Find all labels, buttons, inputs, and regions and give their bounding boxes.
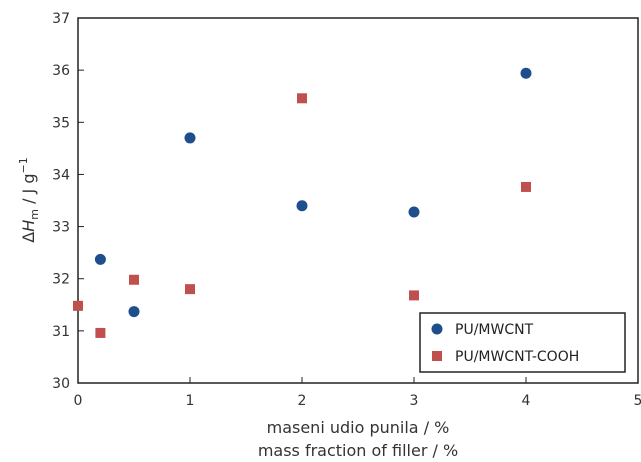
- data-point-pu-mwcnt-cooh: [95, 327, 106, 338]
- y-axis-label-var: H: [19, 220, 38, 232]
- y-axis-label: ΔHm / J g−1: [17, 157, 41, 242]
- y-tick-label: 35: [52, 115, 70, 131]
- data-point-pu-mwcnt-cooh: [185, 284, 195, 295]
- data-point-pu-mwcnt-cooh: [521, 181, 531, 192]
- data-points: [73, 67, 532, 338]
- x-tick-label: 5: [634, 393, 641, 409]
- y-axis-label-sub: m: [28, 209, 41, 220]
- plot-area: [77, 17, 639, 384]
- y-tick-label: 37: [52, 11, 70, 27]
- y-tick-label: 30: [52, 376, 70, 392]
- y-axis-ticks: 30 31 32 33 34 35 36 37: [52, 11, 84, 392]
- data-point-pu-mwcnt: [408, 206, 420, 218]
- legend: PU/MWCNT PU/MWCNT-COOH: [419, 312, 626, 373]
- data-point-pu-mwcnt-cooh: [129, 274, 139, 285]
- data-point-pu-mwcnt: [128, 306, 140, 318]
- x-tick-label: 4: [522, 393, 531, 409]
- x-tick-label: 1: [186, 393, 195, 409]
- legend-marker-pu-mwcnt-cooh: [432, 351, 442, 361]
- y-axis-label-delta: Δ: [19, 232, 38, 243]
- y-axis-label-sup: −1: [17, 157, 30, 173]
- data-point-pu-mwcnt: [520, 67, 532, 79]
- data-point-pu-mwcnt: [94, 253, 106, 265]
- y-tick-label: 34: [52, 167, 70, 183]
- legend-label-pu-mwcnt-cooh: PU/MWCNT-COOH: [455, 349, 579, 365]
- data-point-pu-mwcnt-cooh: [73, 300, 83, 311]
- legend-marker-pu-mwcnt: [431, 323, 443, 335]
- x-tick-label: 3: [410, 393, 419, 409]
- data-point-pu-mwcnt: [296, 200, 308, 212]
- y-tick-label: 36: [52, 63, 70, 79]
- data-point-pu-mwcnt-cooh: [409, 290, 419, 301]
- y-axis-label-unit: / J g: [19, 173, 38, 209]
- x-axis-ticks: 0 1 2 3 4 5: [74, 377, 641, 409]
- x-axis-label-line1: maseni udio punila / %: [267, 418, 450, 437]
- x-tick-label: 2: [298, 393, 307, 409]
- y-tick-label: 33: [52, 220, 70, 236]
- data-point-pu-mwcnt-cooh: [297, 93, 307, 104]
- y-tick-label: 31: [52, 324, 70, 340]
- legend-label-pu-mwcnt: PU/MWCNT: [455, 322, 534, 338]
- x-axis-label-line2: mass fraction of filler / %: [258, 441, 458, 460]
- legend-box: [419, 312, 626, 373]
- data-point-pu-mwcnt: [184, 132, 196, 144]
- y-tick-label: 32: [52, 272, 70, 288]
- x-tick-label: 0: [74, 393, 83, 409]
